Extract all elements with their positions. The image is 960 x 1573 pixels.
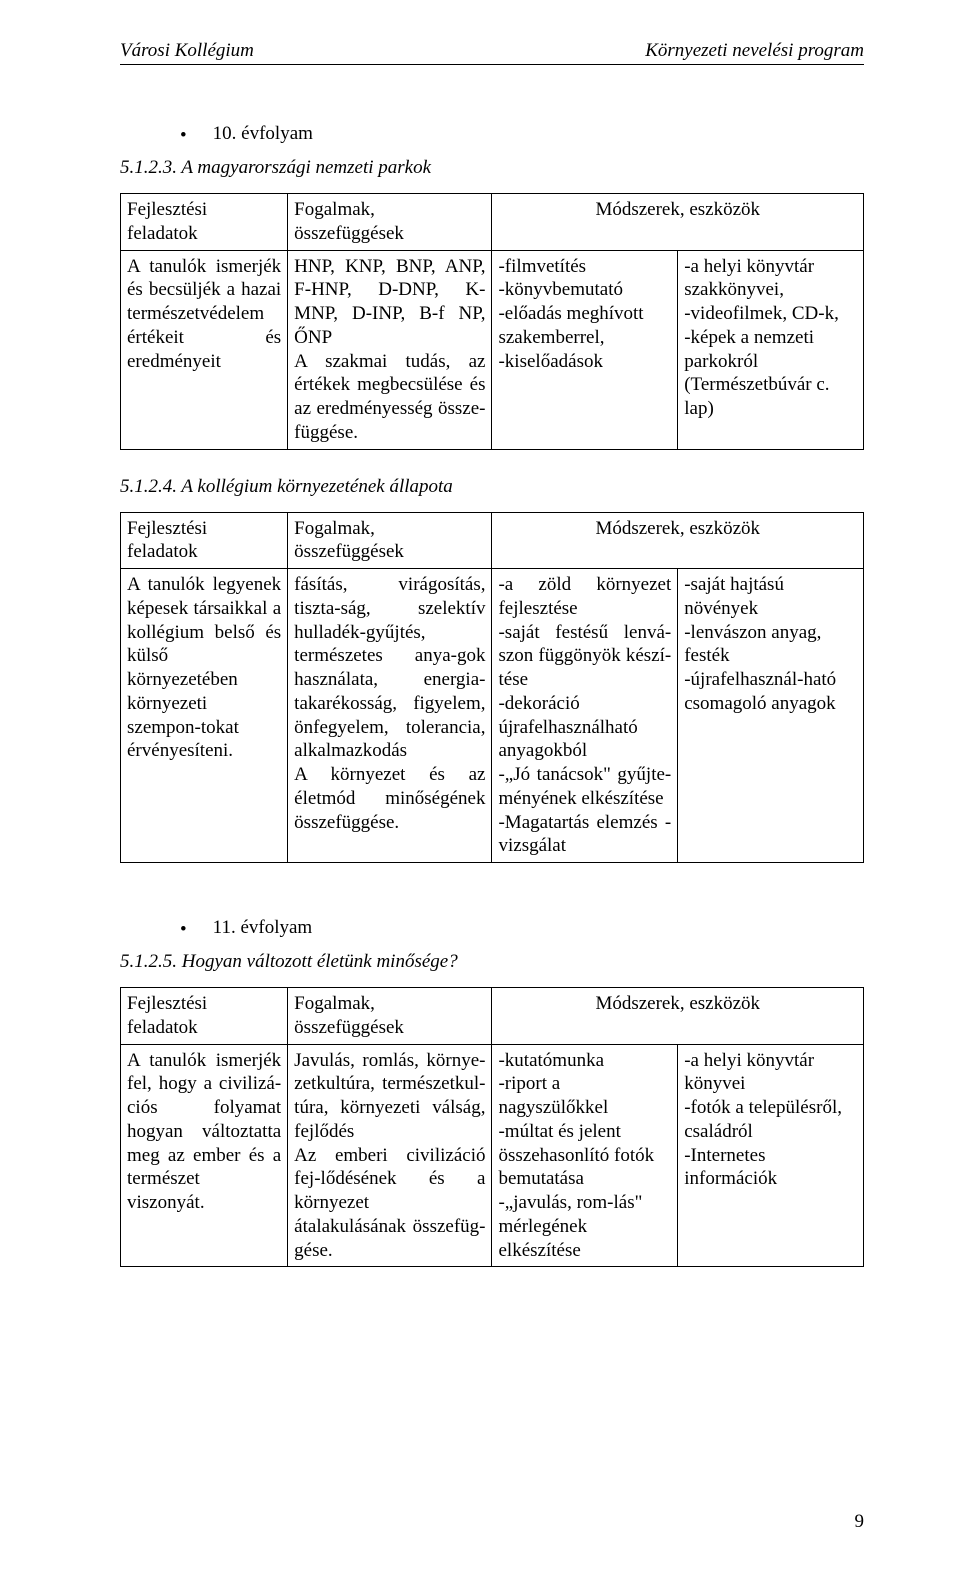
page-number: 9 xyxy=(855,1511,865,1533)
cell-methods-a: -kutatómunka-riport a nagyszülőkkel-múlt… xyxy=(492,1044,678,1267)
col-header-1: Fejlesztési feladatok xyxy=(121,512,288,569)
section-5-1-2-4-title: 5.1.2.4. A kollégium környezetének állap… xyxy=(120,476,864,498)
page: Városi Kollégium Környezeti nevelési pro… xyxy=(0,0,960,1573)
table-row: A tanulók legyenek képesek társaikkal a … xyxy=(121,569,864,863)
cell-tasks: A tanulók legyenek képesek társaikkal a … xyxy=(121,569,288,863)
col-header-1: Fejlesztési feladatok xyxy=(121,988,288,1045)
grade-11-label: 11. évfolyam xyxy=(213,917,313,939)
cell-tasks: A tanulók ismerjék és becsüljék a hazai … xyxy=(121,250,288,449)
col-header-2: Fogalmak, összefüggések xyxy=(288,512,492,569)
grade-10-bullet: • 10. évfolyam xyxy=(180,123,864,145)
cell-methods-a: -a zöld környezet fejlesztése-saját fest… xyxy=(492,569,678,863)
table-5-1-2-4: Fejlesztési feladatok Fogalmak, összefüg… xyxy=(120,512,864,864)
table-row: A tanulók ismerjék fel, hogy a civilizá-… xyxy=(121,1044,864,1267)
spacer xyxy=(120,889,864,917)
col-header-3: Módszerek, eszközök xyxy=(492,512,864,569)
header-left: Városi Kollégium xyxy=(120,40,254,62)
grade-10-label: 10. évfolyam xyxy=(213,123,313,145)
bullet-icon: • xyxy=(180,125,187,147)
cell-methods-b: -saját hajtású növények-lenvászon anyag,… xyxy=(678,569,864,863)
cell-methods-b: -a helyi könyvtár szakkönyvei,-videofilm… xyxy=(678,250,864,449)
col-header-2: Fogalmak, összefüggések xyxy=(288,988,492,1045)
section-5-1-2-5-title: 5.1.2.5. Hogyan változott életünk minősé… xyxy=(120,951,864,973)
cell-tasks: A tanulók ismerjék fel, hogy a civilizá-… xyxy=(121,1044,288,1267)
section-5-1-2-3-title: 5.1.2.3. A magyarországi nemzeti parkok xyxy=(120,157,864,179)
table-5-1-2-5: Fejlesztési feladatok Fogalmak, összefüg… xyxy=(120,987,864,1267)
running-header: Városi Kollégium Környezeti nevelési pro… xyxy=(120,40,864,65)
table-row: A tanulók ismerjék és becsüljék a hazai … xyxy=(121,250,864,449)
table-header-row: Fejlesztési feladatok Fogalmak, összefüg… xyxy=(121,512,864,569)
header-right: Környezeti nevelési program xyxy=(645,40,864,62)
cell-methods-b: -a helyi könyvtár könyvei-fotók a telepü… xyxy=(678,1044,864,1267)
cell-concepts: HNP, KNP, BNP, ANP, F-HNP, D-DNP, K-MNP,… xyxy=(288,250,492,449)
cell-concepts: Javulás, romlás, környe-zetkultúra, term… xyxy=(288,1044,492,1267)
bullet-icon: • xyxy=(180,919,187,941)
col-header-2: Fogalmak, összefüggések xyxy=(288,194,492,251)
table-5-1-2-3: Fejlesztési feladatok Fogalmak, összefüg… xyxy=(120,193,864,450)
table-header-row: Fejlesztési feladatok Fogalmak, összefüg… xyxy=(121,988,864,1045)
col-header-3: Módszerek, eszközök xyxy=(492,194,864,251)
cell-concepts: fásítás, virágosítás, tiszta-ság, szelek… xyxy=(288,569,492,863)
grade-11-bullet: • 11. évfolyam xyxy=(180,917,864,939)
col-header-3: Módszerek, eszközök xyxy=(492,988,864,1045)
col-header-1: Fejlesztési feladatok xyxy=(121,194,288,251)
cell-methods-a: -filmvetítés-könyvbemutató-előadás meghí… xyxy=(492,250,678,449)
table-header-row: Fejlesztési feladatok Fogalmak, összefüg… xyxy=(121,194,864,251)
